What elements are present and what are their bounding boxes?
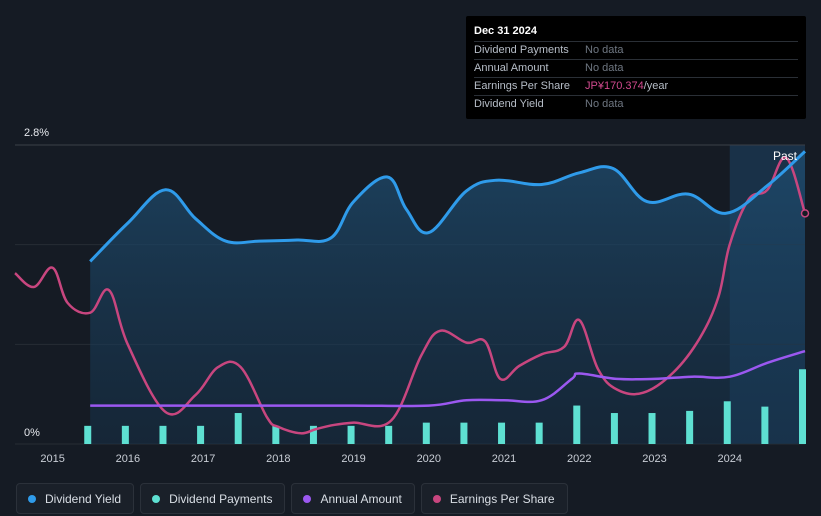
tooltip-row-dividend-payments: Dividend Payments No data (474, 41, 798, 59)
x-tick-label: 2021 (492, 453, 516, 465)
x-tick-label: 2016 (116, 453, 140, 465)
dividend-payment-bar (535, 422, 543, 444)
legend-label: Dividend Yield (45, 491, 122, 506)
dividend-payment-bar (498, 422, 506, 444)
tooltip-label: Annual Amount (474, 62, 549, 74)
dividend-payment-bar (460, 422, 468, 444)
dividend-payment-bar (573, 405, 581, 444)
dividend-payment-bar (121, 425, 129, 444)
dividend-payment-bar (159, 425, 167, 444)
legend: Dividend Yield Dividend Payments Annual … (16, 483, 568, 515)
tooltip-value: No data (585, 44, 624, 56)
legend-item-earnings-per-share[interactable]: Earnings Per Share (420, 483, 568, 514)
legend-dot-icon (432, 494, 441, 503)
x-tick-label: 2022 (567, 453, 591, 465)
tooltip-row-earnings-per-share: Earnings Per Share JP¥170.374/year (474, 77, 798, 95)
tooltip-value: No data (585, 98, 624, 110)
x-tick-label: 2018 (266, 453, 290, 465)
y-axis-bottom-label: 0% (24, 427, 40, 439)
dividend-payment-bar (648, 413, 656, 444)
y-axis-top-label: 2.8% (24, 127, 49, 139)
dividend-payment-bar (84, 425, 92, 444)
dividend-payment-bar (686, 410, 694, 444)
x-tick-label: 2017 (191, 453, 215, 465)
x-tick-label: 2024 (718, 453, 742, 465)
dividend-yield-area (90, 151, 805, 444)
tooltip: Dec 31 2024 Dividend Payments No data An… (466, 16, 806, 119)
eps-unit: /year (643, 80, 669, 92)
legend-item-dividend-payments[interactable]: Dividend Payments (140, 483, 286, 514)
dividend-payment-bar (385, 425, 393, 444)
tooltip-value: JP¥170.374/year (585, 78, 668, 95)
dividend-payment-bar (610, 413, 618, 444)
legend-item-annual-amount[interactable]: Annual Amount (291, 483, 415, 514)
tooltip-label: Dividend Payments (474, 44, 569, 56)
legend-dot-icon (152, 494, 161, 503)
dividend-payment-bar (272, 425, 280, 444)
past-label: Past (773, 149, 798, 163)
earnings-per-share-line (14, 156, 807, 435)
tooltip-value: No data (585, 62, 624, 74)
dividend-payment-bar (799, 369, 806, 444)
dividend-payment-bar (422, 422, 430, 444)
x-tick-label: 2020 (417, 453, 441, 465)
tooltip-row-dividend-yield: Dividend Yield No data (474, 95, 798, 113)
dividend-payment-bar (309, 425, 317, 444)
tooltip-date: Dec 31 2024 (474, 25, 537, 37)
earnings-per-share-end-marker (800, 209, 810, 218)
dividend-yield-line (89, 150, 807, 263)
dividend-payment-bar (761, 406, 769, 444)
legend-label: Earnings Per Share (449, 491, 555, 506)
dividend-payment-bar (197, 425, 205, 444)
legend-label: Annual Amount (320, 491, 402, 506)
x-tick-label: 2019 (341, 453, 365, 465)
x-tick-label: 2023 (642, 453, 666, 465)
legend-dot-icon (28, 494, 36, 503)
tooltip-label: Dividend Yield (474, 98, 544, 110)
tooltip-label: Earnings Per Share (474, 80, 570, 92)
legend-dot-icon (303, 494, 312, 503)
eps-value: JP¥170.374 (585, 80, 644, 92)
x-tick-label: 2015 (40, 453, 64, 465)
legend-label: Dividend Payments (169, 491, 273, 506)
annual-amount-line (90, 349, 806, 408)
dividend-payment-bar (723, 401, 731, 444)
tooltip-row-annual-amount: Annual Amount No data (474, 59, 798, 77)
legend-item-dividend-yield[interactable]: Dividend Yield (16, 483, 135, 514)
dividend-payment-bar (347, 425, 355, 444)
dividend-payment-bar (234, 413, 242, 444)
